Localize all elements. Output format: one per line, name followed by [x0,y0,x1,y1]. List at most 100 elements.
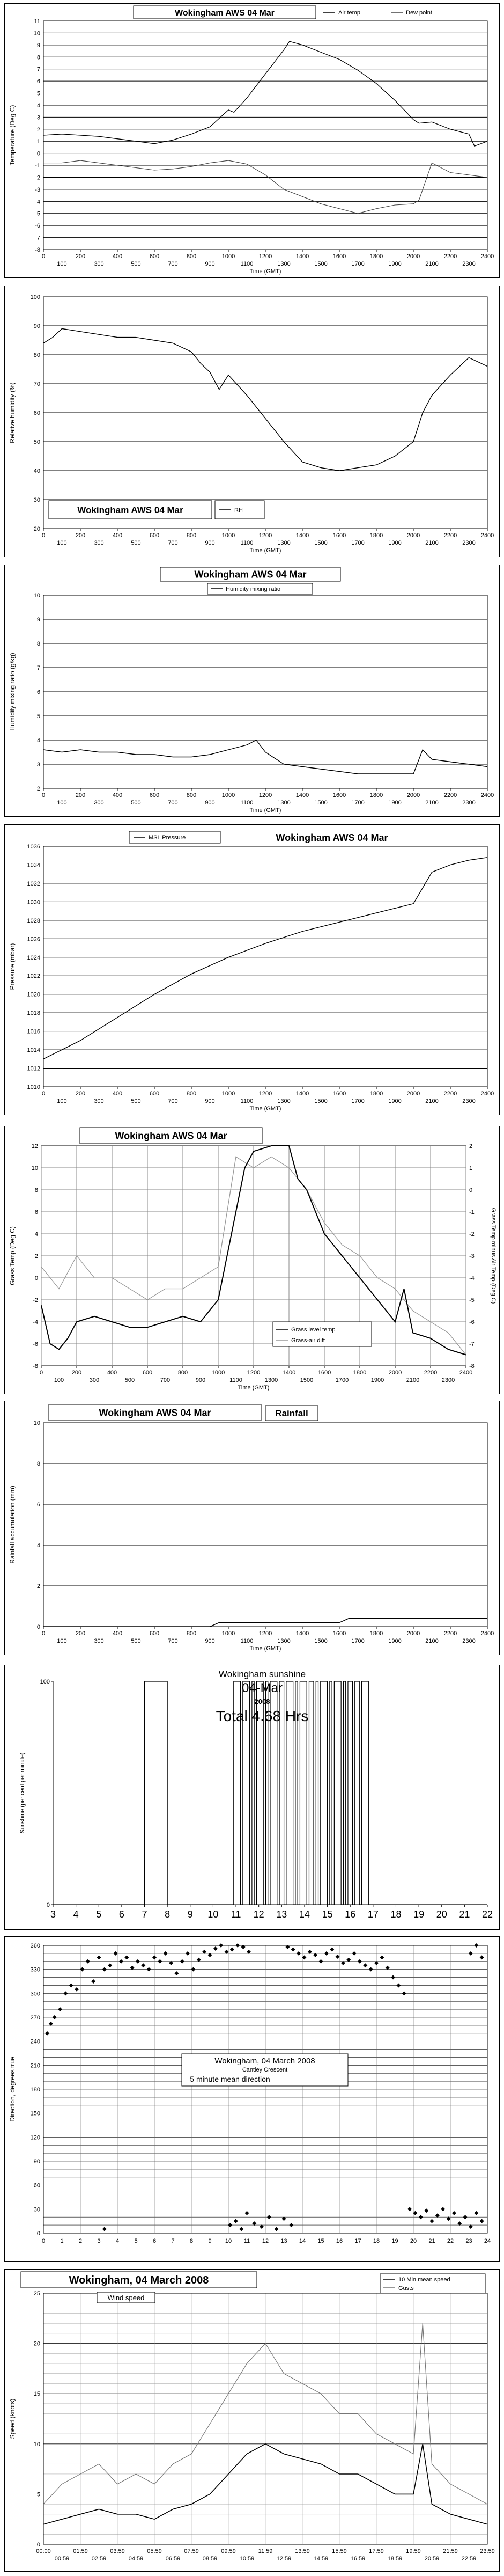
direction-point [241,1944,246,1949]
chart-title-box [133,5,316,19]
x-tick-label: 1700 [351,1638,364,1644]
x-tick-label: 2000 [407,1091,420,1097]
direction-point [391,1975,396,1980]
y-tick-label: 2 [37,786,40,792]
direction-point [91,1979,96,1984]
x-tick-label: 2100 [425,1098,438,1104]
x-tick-label: 0 [42,532,45,539]
air-temp-line [43,41,488,147]
rainfall-chart: 0 2 4 6 8 10 Rainfall accumulation (mm) 0 200 400… [9,1404,494,1652]
x-tick-label: 1 [60,2238,63,2244]
direction-point [124,1955,129,1960]
title-box [181,2053,349,2087]
direction-point [281,2216,286,2221]
x-tick-label: 9 [188,1909,193,1920]
x-tick-label: 1900 [371,1377,384,1384]
x-tick-label: 17:59 [369,2548,384,2555]
direction-point [402,1991,406,1996]
x-tick-label: 2200 [444,1630,457,1637]
x-tick-label: 4 [73,1909,79,1920]
direction-point [180,1959,184,1964]
x-tick-label: 700 [168,800,177,806]
y-axis-label: Humidity mixing ratio (g/kg) [9,653,16,730]
y-tick-label: 60 [34,2183,40,2189]
x-tick-label: 2200 [444,253,457,260]
x-tick-label: 11:59 [258,2548,273,2555]
x-tick-label: 100 [57,261,66,267]
x-tick-label: 2200 [444,792,457,799]
direction-point [174,1971,179,1976]
x-tick-label: 100 [57,1638,66,1644]
rh-line [43,328,488,471]
x-tick-label: 200 [76,253,85,260]
x-tick-label: 2400 [481,253,494,260]
direction-point [407,2207,412,2212]
y-tick-label: 1030 [27,899,40,905]
y-tick-label: 150 [31,2111,40,2117]
y2-tick-label: -3 [469,1253,475,1260]
x-tick-label: 12 [262,2238,269,2244]
direction-point [413,2211,418,2215]
rainfall-line [43,1618,487,1627]
x-tick-label: 1000 [222,792,235,799]
direction-point [152,1955,157,1960]
x-tick-label: 200 [76,792,85,799]
x-tick-label: 200 [76,1630,85,1637]
x-tick-label: 2100 [425,540,438,546]
direction-point [213,1946,218,1951]
direction-point [357,1959,362,1964]
y-tick-label: 1012 [27,1066,40,1072]
grass-temp-chart-panel: -8 -6 -4 -2 0 2 4 6 8 10 12 Grass Temp (Deg C) 0 200 4… [4,1126,500,1394]
legend-mean-speed: 10 Min mean speed [398,2277,450,2283]
x-tick-label: 700 [160,1377,170,1384]
x-tick-label: 1300 [277,540,290,546]
x-tick-label: 1200 [259,1630,272,1637]
x-tick-label: 1500 [314,1098,327,1104]
x-tick-label: 19 [413,1909,424,1920]
x-tick-label: 2400 [481,1630,494,1637]
chart-title: Wokingham AWS 04 Mar [194,569,306,580]
x-tick-label: 100 [57,540,66,546]
x-tick-label: 200 [76,532,85,539]
y-tick-label: 360 [31,1943,40,1949]
x-tick-label: 1500 [300,1377,313,1384]
x-tick-label: 14 [299,1909,310,1920]
direction-point [239,2227,244,2231]
y-tick-label: 20 [34,526,40,532]
direction-point [224,1949,229,1954]
x-tick-label: 8 [165,1909,170,1920]
x-tick-label: 10 [225,2238,232,2244]
direction-point [235,1943,240,1948]
x-tick-label: 0 [42,792,45,799]
direction-point [45,2031,49,2036]
x-tick-label: 400 [113,1630,122,1637]
y-tick-label: 11 [34,18,40,25]
x-tick-label: 0 [42,1630,45,1637]
x-tick-label: 16 [336,2238,343,2244]
x-tick-label: 04:59 [129,2556,144,2562]
wind-speed-chart-panel: 0 5 10 15 20 25 00:00 01:59 03:59 05:59 07:59 09:59… [4,2269,500,2572]
y-tick-label: -6 [35,223,40,229]
direction-point [146,1967,151,1972]
y-tick-label: 210 [31,2062,40,2069]
y-tick-label: 0 [35,1275,38,1282]
x-tick-label: 13:59 [295,2548,310,2555]
y-axis-label: Rainfall accumulation (mm) [9,1485,16,1563]
x-tick-label: 12 [254,1909,264,1920]
x-tick-label: 1900 [388,800,401,806]
x-tick-label: 1700 [351,1098,364,1104]
y-axis-label: Pressure (mbar) [9,943,16,990]
x-tick-label: 1100 [241,1098,254,1104]
y-tick-label: 1026 [27,936,40,942]
x-tick-label: 2100 [406,1377,419,1384]
x-tick-label: 06:59 [166,2556,181,2562]
chart-title: Wokingham, 04 March 2008 [69,2274,209,2286]
y-tick-label: 3 [37,762,40,768]
x-axis-label: Time (GMT) [250,1645,281,1652]
x-tick-label: 23 [465,2238,472,2244]
x-tick-label: 1000 [222,1630,235,1637]
y-tick-label: 15 [34,2391,40,2397]
direction-point [285,1944,290,1949]
direction-point [169,1960,174,1965]
x-tick-label: 300 [94,800,103,806]
